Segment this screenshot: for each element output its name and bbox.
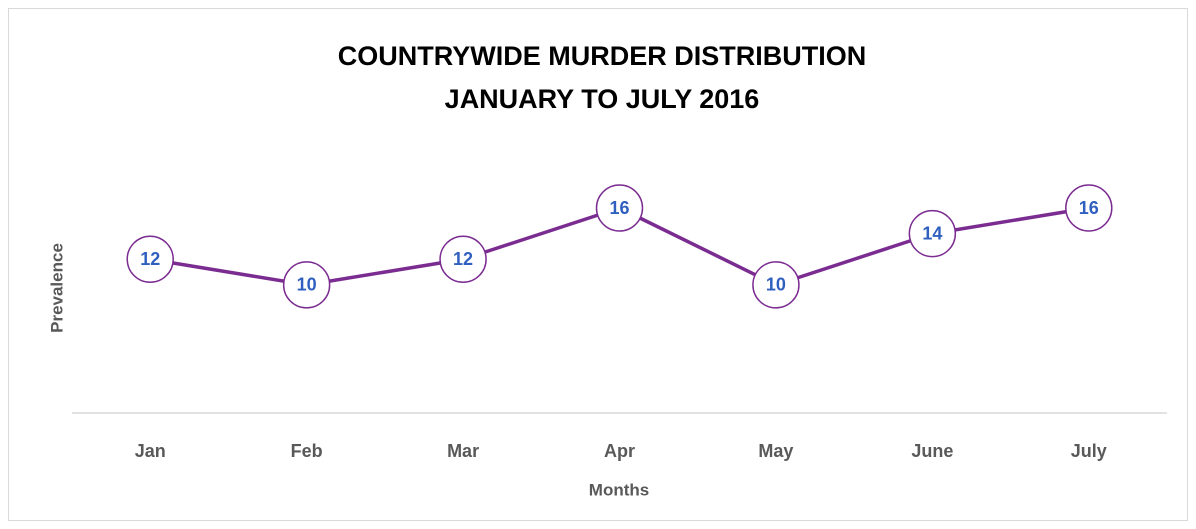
x-tick-label: Mar	[447, 441, 479, 461]
data-point	[595, 184, 644, 232]
data-point	[439, 235, 487, 283]
data-point	[126, 235, 174, 283]
data-label: 12	[140, 249, 160, 269]
data-point	[282, 261, 331, 309]
data-label: 10	[766, 275, 786, 295]
chart-title: JANUARY TO JULY 2016	[445, 84, 760, 114]
x-tick-label: July	[1071, 441, 1107, 461]
data-label: 12	[453, 249, 473, 269]
x-tick-label: May	[758, 441, 793, 461]
chart-border	[8, 8, 1188, 521]
data-point	[908, 209, 957, 258]
x-tick-label: Jan	[135, 441, 166, 461]
x-tick-label: Feb	[291, 441, 323, 461]
data-label: 16	[1079, 198, 1099, 218]
x-axis-label: Months	[589, 480, 649, 499]
data-label: 10	[297, 275, 317, 295]
data-point	[1065, 184, 1113, 232]
data-label: 16	[609, 198, 629, 218]
data-label: 14	[922, 223, 942, 243]
data-point	[752, 261, 800, 309]
chart-title: COUNTRYWIDE MURDER DISTRIBUTION	[338, 41, 866, 71]
x-tick-label: Apr	[604, 441, 635, 461]
y-axis-label: Prevalence	[47, 243, 66, 333]
x-tick-label: June	[911, 441, 953, 461]
